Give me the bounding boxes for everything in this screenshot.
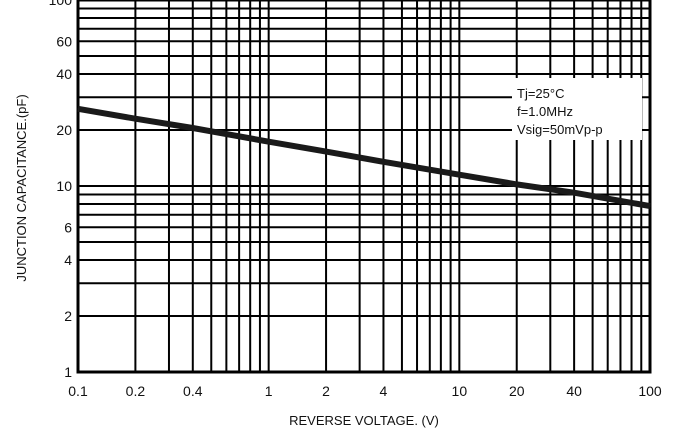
data-point <box>649 205 651 207</box>
data-point <box>382 161 384 163</box>
y-axis-title: JUNCTION CAPACITANCE.(pF) <box>14 94 29 281</box>
x-tick-label: 2 <box>322 383 330 399</box>
data-point <box>516 183 518 185</box>
x-tick-label: 40 <box>566 383 582 399</box>
data-point <box>134 118 136 120</box>
note-line-frequency: f=1.0MHz <box>517 104 573 119</box>
y-tick-label: 20 <box>56 122 72 138</box>
y-tick-label: 2 <box>64 308 72 324</box>
y-tick-label: 1 <box>64 364 72 380</box>
grid <box>76 0 652 374</box>
data-point <box>268 141 270 143</box>
y-tick-label: 4 <box>64 252 72 268</box>
x-tick-label: 4 <box>380 383 388 399</box>
data-point <box>325 151 327 153</box>
data-point <box>77 108 79 110</box>
y-tick-label: 10 <box>56 178 72 194</box>
data-point <box>192 127 194 129</box>
conditions-note: Tj=25°C f=1.0MHz Vsig=50mVp-p <box>512 78 642 140</box>
capacitance-curve <box>77 105 651 210</box>
series-layer <box>77 105 651 210</box>
y-tick-label: 6 <box>64 219 72 235</box>
x-tick-labels: 0.1 0.2 0.4 1 2 4 10 20 40 100 <box>68 383 662 399</box>
x-tick-label: 0.2 <box>126 383 146 399</box>
data-point <box>458 174 460 176</box>
x-tick-label: 1 <box>265 383 273 399</box>
note-line-temperature: Tj=25°C <box>517 86 564 101</box>
x-tick-label: 100 <box>638 383 662 399</box>
x-tick-label: 0.4 <box>183 383 203 399</box>
note-line-signal: Vsig=50mVp-p <box>517 122 603 137</box>
x-tick-label: 10 <box>452 383 468 399</box>
y-tick-label: 100 <box>49 0 73 8</box>
x-tick-label: 20 <box>509 383 525 399</box>
data-point <box>573 192 575 194</box>
note-background <box>512 78 642 140</box>
y-tick-labels: 1 2 4 6 10 20 40 60 100 <box>49 0 73 380</box>
y-tick-label: 40 <box>56 66 72 82</box>
x-tick-label: 0.1 <box>68 383 88 399</box>
plot-frame <box>76 0 652 374</box>
x-axis-title: REVERSE VOLTAGE. (V) <box>289 413 439 428</box>
y-tick-label: 60 <box>56 33 72 49</box>
